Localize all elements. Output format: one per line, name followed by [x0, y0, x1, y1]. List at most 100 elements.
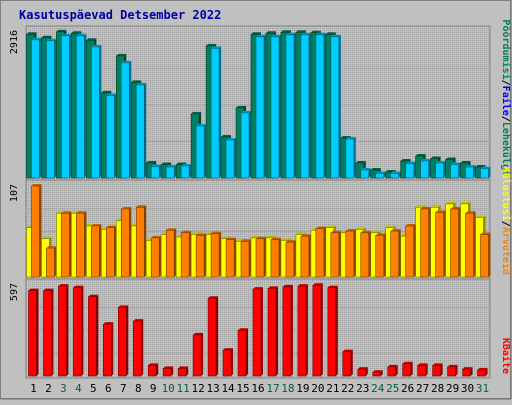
bar-kbaite-day-14-top	[223, 348, 234, 351]
bar-arvuteid-day-4	[76, 211, 87, 278]
bar-faile-day-22-side	[353, 136, 356, 178]
bar-kbaite-day-9-front	[147, 365, 157, 377]
bar-kbaite-day-17	[267, 286, 278, 377]
bar-arvuteid-day-29	[450, 206, 461, 278]
bar-faile-day-15-top	[241, 110, 252, 113]
bar-kbaite-day-8-front	[132, 320, 142, 377]
bar-arvuteid-day-27	[420, 206, 431, 278]
bar-faile-day-18-top	[285, 32, 296, 35]
bar-faile-day-10-side	[174, 164, 177, 178]
x-tick-label: 14	[221, 382, 235, 395]
bar-arvuteid-day-8-top	[136, 205, 147, 208]
bar-arvuteid-day-21-side	[338, 230, 341, 277]
bar-faile-day-24-side	[383, 171, 386, 178]
bar-külastusi-day-27-top	[415, 205, 426, 208]
bar-faile-day-14-side	[234, 137, 237, 178]
bar-arvuteid-day-2-front	[46, 247, 55, 278]
bar-faile-day-1-top	[31, 37, 42, 40]
bar-faile-day-26-front	[405, 163, 414, 179]
bar-kbaite-day-16-side	[261, 287, 263, 376]
bar-pöördumisi-day-30-top	[460, 160, 471, 163]
bar-kbaite-day-10-front	[162, 368, 172, 377]
bar-kbaite-day-31-side	[485, 367, 488, 376]
bar-faile-day-7-front	[120, 62, 130, 179]
bar-kbaite-day-22-front	[342, 351, 352, 377]
bar-arvuteid-day-1-side	[39, 184, 42, 277]
bar-faile-day-31-front	[480, 168, 489, 179]
bar-arvuteid-day-3-front	[61, 212, 70, 278]
bar-kbaite-day-11	[177, 366, 189, 377]
panel-3-ymax-label: 597	[9, 283, 20, 301]
bar-pöördumisi-day-31-top	[475, 164, 486, 167]
bar-faile-day-20-top	[315, 32, 326, 35]
bar-kbaite-day-17-front	[267, 288, 277, 377]
bar-faile-day-7-side	[129, 60, 132, 178]
bar-faile-day-27-side	[428, 158, 431, 178]
bar-arvuteid-day-21-top	[330, 230, 341, 233]
panel-2-ymax-label: 107	[9, 184, 20, 202]
bar-külastusi-day-2-top	[41, 236, 52, 239]
bar-arvuteid-day-10-front	[165, 229, 175, 278]
bar-arvuteid-day-2-top	[46, 246, 57, 249]
bar-kbaite-day-21	[327, 285, 338, 377]
x-tick-label: 3	[60, 382, 67, 395]
bar-arvuteid-day-24-front	[375, 235, 385, 278]
bar-kbaite-day-4-top	[73, 285, 84, 288]
bar-kbaite-day-6-side	[111, 322, 114, 376]
x-tick-label: 8	[135, 382, 142, 395]
bar-kbaite-day-27	[417, 363, 428, 377]
bar-külastusi-day-28-top	[430, 205, 441, 208]
bar-kbaite-day-25	[387, 364, 398, 377]
bar-arvuteid-day-7-side	[129, 206, 132, 277]
bar-faile-day-22-front	[345, 138, 355, 179]
bar-arvuteid-day-29-side	[458, 206, 461, 277]
bar-faile-day-29-top	[450, 162, 461, 165]
bar-külastusi-day-29-top	[445, 201, 456, 204]
bar-faile-day-13-side	[219, 46, 222, 179]
x-tick-label: 20	[311, 382, 324, 395]
bar-kbaite-day-30-side	[470, 367, 473, 376]
bar-faile-day-13-top	[211, 46, 222, 49]
bar-arvuteid-day-11-front	[180, 232, 190, 278]
bar-kbaite-day-2	[43, 288, 54, 377]
bar-faile-day-19-front	[300, 34, 310, 179]
bar-faile-day-22	[345, 136, 356, 179]
bar-arvuteid-day-12	[195, 233, 207, 278]
bar-faile-day-21	[330, 34, 341, 179]
bar-arvuteid-day-30-front	[465, 212, 474, 278]
bar-faile-day-15	[240, 110, 252, 179]
bar-arvuteid-day-10-top	[166, 228, 177, 231]
bar-faile-day-19-side	[308, 32, 311, 179]
bar-kbaite-day-30-top	[462, 367, 473, 370]
bar-pöördumisi-day-15-top	[236, 105, 247, 108]
bar-kbaite-day-24-top	[372, 370, 383, 373]
bar-kbaite-day-20-side	[320, 283, 323, 376]
bar-faile-day-6-side	[114, 93, 117, 178]
bar-faile-day-4-side	[84, 33, 87, 179]
bar-faile-day-6	[106, 93, 117, 179]
bar-arvuteid-day-14-side	[234, 237, 237, 277]
bar-kbaite-day-22-top	[342, 349, 353, 352]
bar-kbaite-day-1	[28, 288, 39, 377]
bar-faile-day-3-front	[61, 35, 70, 179]
bar-arvuteid-day-12-top	[196, 233, 207, 236]
bar-arvuteid-day-20-top	[315, 226, 326, 229]
bar-kbaite-day-20-front	[312, 285, 322, 377]
bar-arvuteid-day-4-top	[76, 211, 87, 214]
bar-kbaite-day-11-front	[177, 368, 187, 377]
bar-faile-day-15-side	[249, 110, 252, 178]
bar-faile-day-3	[61, 33, 72, 179]
bar-arvuteid-day-8	[135, 205, 147, 278]
x-tick-label: 29	[446, 382, 459, 395]
bar-külastusi-day-19-top	[295, 232, 306, 235]
bar-faile-day-19	[300, 32, 311, 179]
bar-arvuteid-day-8-side	[144, 205, 147, 277]
legend-entry: Külastusi	[500, 167, 512, 221]
bar-kbaite-day-10	[162, 366, 174, 377]
bar-kbaite-day-13-top	[208, 296, 219, 299]
bar-kbaite-day-25-top	[387, 364, 398, 367]
bar-kbaite-day-29-top	[447, 364, 458, 367]
bar-kbaite-day-14	[222, 348, 234, 377]
bar-arvuteid-day-22-top	[345, 229, 356, 232]
